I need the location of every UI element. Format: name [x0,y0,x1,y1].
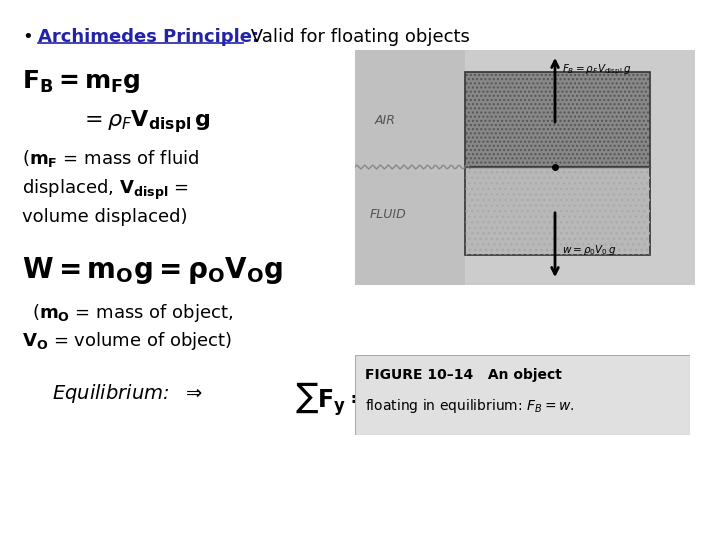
Text: •: • [22,28,32,46]
Text: $\mathbf{F_B = m_Fg}$: $\mathbf{F_B = m_Fg}$ [22,68,140,95]
Text: $F_B = \rho_F V_{\mathrm{displ}}\, g$: $F_B = \rho_F V_{\mathrm{displ}}\, g$ [562,63,631,77]
Text: Valid for floating objects: Valid for floating objects [245,28,470,46]
Text: displaced, $\mathbf{V_{displ}}$ =: displaced, $\mathbf{V_{displ}}$ = [22,178,189,202]
Text: $\mathbf{V_O}$ = volume of object): $\mathbf{V_O}$ = volume of object) [22,330,233,352]
Text: ($\mathbf{m_F}$ = mass of fluid: ($\mathbf{m_F}$ = mass of fluid [22,148,199,169]
Text: $w = \rho_0 V_0\, g$: $w = \rho_0 V_0\, g$ [562,243,616,257]
Text: Archimedes Principle:: Archimedes Principle: [38,28,259,46]
Text: ($\mathbf{m_O}$ = mass of object,: ($\mathbf{m_O}$ = mass of object, [32,302,233,324]
Bar [465,167,650,255]
Text: FLUID: FLUID [370,208,407,221]
Text: floating in equilibrium: $F_B = w$.: floating in equilibrium: $F_B = w$. [365,397,575,415]
Bar [465,72,650,167]
Text: FIGURE 10–14   An object: FIGURE 10–14 An object [365,368,562,382]
Bar [355,50,465,285]
Text: $\mathbf{\sum F_y = 0 = F_B - W}$  $\Rightarrow$: $\mathbf{\sum F_y = 0 = F_B - W}$ $\Righ… [295,380,545,418]
Text: volume displaced): volume displaced) [22,208,187,226]
Text: AIR: AIR [375,113,396,126]
Text: Equilibrium:  $\Rightarrow$: Equilibrium: $\Rightarrow$ [52,382,202,405]
Bar [465,72,650,167]
Text: $\mathbf{W = m_Og = \rho_O V_O g}$: $\mathbf{W = m_Og = \rho_O V_O g}$ [22,255,283,286]
Text: $= \boldsymbol{\rho_F}\mathbf{V_{displ}\, g}$: $= \boldsymbol{\rho_F}\mathbf{V_{displ}\… [80,108,211,135]
Bar [465,167,650,255]
